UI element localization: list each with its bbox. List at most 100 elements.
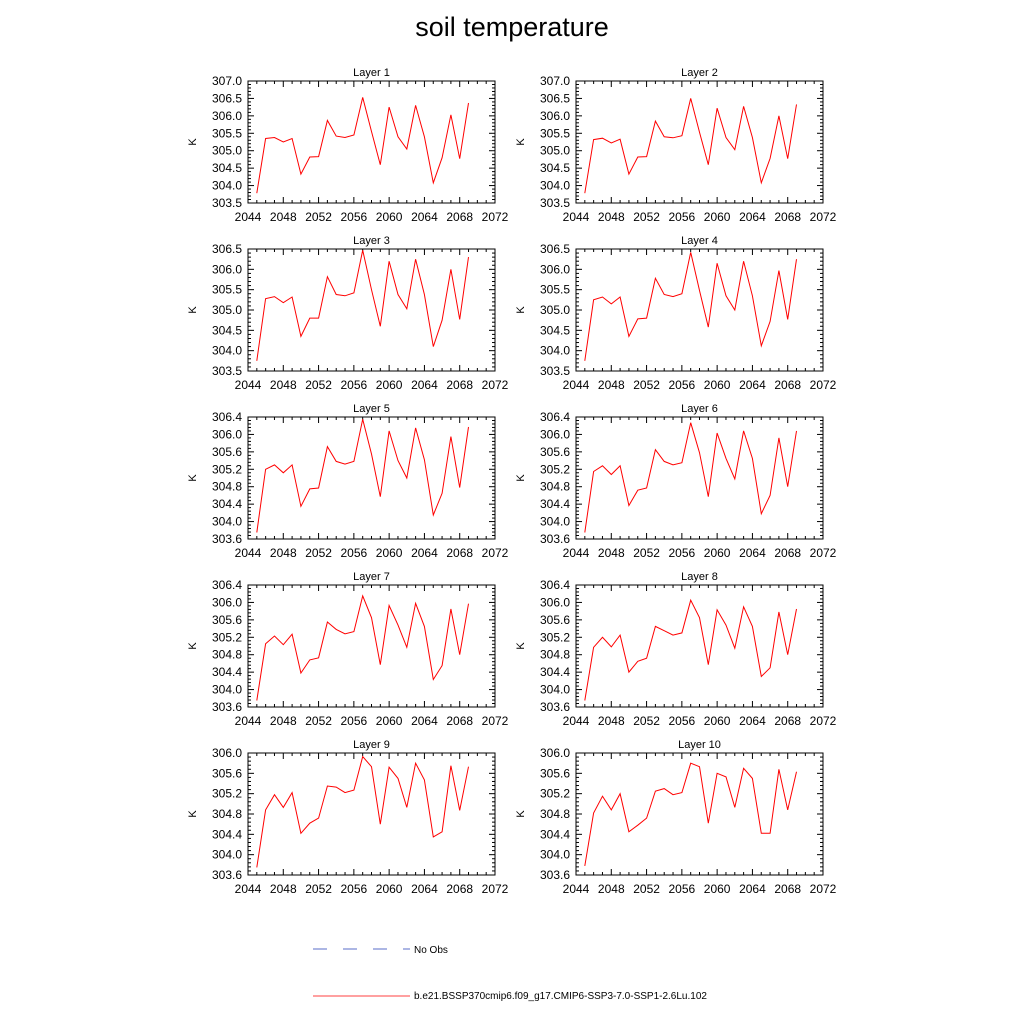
panel-layer-2: Layer 2 K 303.5 304.0 304.5 305.0 305.5 306.0 30… — [515, 67, 837, 224]
series-line — [256, 594, 469, 701]
x-tick-label: 2052 — [633, 546, 660, 560]
x-tick-label: 2060 — [376, 714, 403, 728]
x-tick-label: 2072 — [482, 882, 509, 896]
y-tick-label: 307.0 — [212, 74, 242, 88]
series-line — [584, 98, 797, 194]
x-tick-label: 2060 — [376, 546, 403, 560]
y-tick-label: 305.0 — [212, 144, 242, 158]
series-line — [584, 598, 797, 701]
y-tick-label: 304.5 — [540, 161, 570, 175]
x-tick-label: 2060 — [376, 882, 403, 896]
y-tick-label: 304.8 — [212, 648, 242, 662]
x-tick-label: 2072 — [482, 546, 509, 560]
plot-frame — [575, 752, 824, 876]
y-tick-label: 303.6 — [540, 532, 570, 546]
y-tick-label: 303.5 — [540, 196, 570, 210]
y-tick-label: 305.5 — [540, 283, 570, 297]
series-line — [256, 250, 469, 361]
y-tick-label: 303.6 — [212, 532, 242, 546]
x-tick-label: 2068 — [774, 714, 801, 728]
y-tick-label: 304.4 — [212, 497, 242, 511]
y-axis-label: K — [187, 306, 199, 314]
x-tick-label: 2052 — [305, 546, 332, 560]
x-tick-label: 2044 — [235, 210, 262, 224]
series-line — [256, 419, 469, 533]
y-tick-label: 306.5 — [540, 242, 570, 256]
x-tick-label: 2056 — [669, 378, 696, 392]
panel-layer-3: Layer 3 K 303.5 304.0 304.5 305.0 305.5 306.0 30… — [187, 235, 509, 392]
x-tick-label: 2048 — [270, 378, 297, 392]
y-tick-label: 304.0 — [212, 848, 242, 862]
y-tick-label: 304.0 — [212, 683, 242, 697]
x-tick-label: 2044 — [235, 882, 262, 896]
y-tick-label: 304.8 — [540, 480, 570, 494]
panel-layer-4: Layer 4 K 303.5 304.0 304.5 305.0 305.5 306.0 30… — [515, 235, 837, 392]
x-tick-label: 2056 — [669, 714, 696, 728]
figure-title: soil temperature — [415, 12, 609, 42]
x-tick-label: 2052 — [633, 714, 660, 728]
y-tick-label: 303.5 — [540, 364, 570, 378]
x-tick-label: 2064 — [411, 546, 438, 560]
series-line — [256, 97, 469, 194]
y-tick-label: 306.5 — [212, 242, 242, 256]
x-tick-label: 2072 — [810, 546, 837, 560]
x-tick-label: 2048 — [270, 882, 297, 896]
x-tick-label: 2060 — [376, 210, 403, 224]
y-tick-label: 305.2 — [540, 787, 570, 801]
y-tick-label: 305.6 — [212, 445, 242, 459]
y-tick-label: 304.8 — [540, 807, 570, 821]
y-tick-label: 305.0 — [212, 303, 242, 317]
panel-title: Layer 3 — [353, 235, 390, 247]
y-tick-label: 306.5 — [540, 91, 570, 105]
x-tick-label: 2072 — [482, 714, 509, 728]
x-tick-label: 2068 — [774, 210, 801, 224]
y-tick-label: 306.0 — [212, 595, 242, 609]
y-tick-label: 303.6 — [540, 700, 570, 714]
x-tick-label: 2048 — [598, 546, 625, 560]
panel-layer-1: Layer 1 K 303.5 304.0 304.5 305.0 305.5 306.0 30… — [187, 67, 509, 224]
x-tick-label: 2072 — [810, 210, 837, 224]
y-tick-label: 303.6 — [212, 700, 242, 714]
x-tick-label: 2072 — [810, 882, 837, 896]
x-tick-label: 2068 — [446, 210, 473, 224]
y-tick-label: 304.5 — [212, 323, 242, 337]
x-tick-label: 2064 — [411, 378, 438, 392]
y-tick-label: 306.0 — [540, 262, 570, 276]
x-tick-label: 2056 — [341, 546, 368, 560]
y-axis-label: K — [187, 810, 199, 818]
panel-layer-7: Layer 7 K 303.6 304.0 304.4 304.8 305.2 305.6 30… — [187, 571, 509, 728]
y-tick-label: 306.5 — [212, 91, 242, 105]
x-tick-label: 2072 — [810, 714, 837, 728]
y-tick-label: 305.6 — [540, 766, 570, 780]
x-tick-label: 2060 — [704, 210, 731, 224]
panel-layer-5: Layer 5 K 303.6 304.0 304.4 304.8 305.2 305.6 30… — [187, 403, 509, 560]
x-tick-label: 2048 — [598, 714, 625, 728]
y-tick-label: 305.6 — [540, 613, 570, 627]
y-tick-label: 303.5 — [212, 196, 242, 210]
plot-frame — [247, 752, 496, 876]
x-tick-label: 2044 — [563, 378, 590, 392]
y-tick-label: 306.0 — [212, 746, 242, 760]
x-tick-label: 2064 — [411, 714, 438, 728]
y-axis-label: K — [515, 642, 527, 650]
y-tick-label: 305.2 — [540, 462, 570, 476]
x-tick-label: 2044 — [563, 882, 590, 896]
panel-title: Layer 9 — [353, 739, 390, 751]
series-line — [584, 252, 797, 361]
x-tick-label: 2052 — [305, 210, 332, 224]
y-tick-label: 306.0 — [540, 746, 570, 760]
x-tick-label: 2044 — [235, 714, 262, 728]
series-line — [256, 755, 469, 868]
x-tick-label: 2064 — [739, 378, 766, 392]
y-tick-label: 306.0 — [212, 262, 242, 276]
x-tick-label: 2064 — [739, 546, 766, 560]
x-tick-label: 2056 — [341, 714, 368, 728]
x-tick-label: 2064 — [739, 714, 766, 728]
panel-title: Layer 1 — [353, 67, 390, 79]
y-tick-label: 304.4 — [540, 827, 570, 841]
panel-layer-8: Layer 8 K 303.6 304.0 304.4 304.8 305.2 305.6 30… — [515, 571, 837, 728]
x-tick-label: 2068 — [774, 546, 801, 560]
y-tick-label: 306.4 — [540, 578, 570, 592]
x-tick-label: 2068 — [446, 714, 473, 728]
